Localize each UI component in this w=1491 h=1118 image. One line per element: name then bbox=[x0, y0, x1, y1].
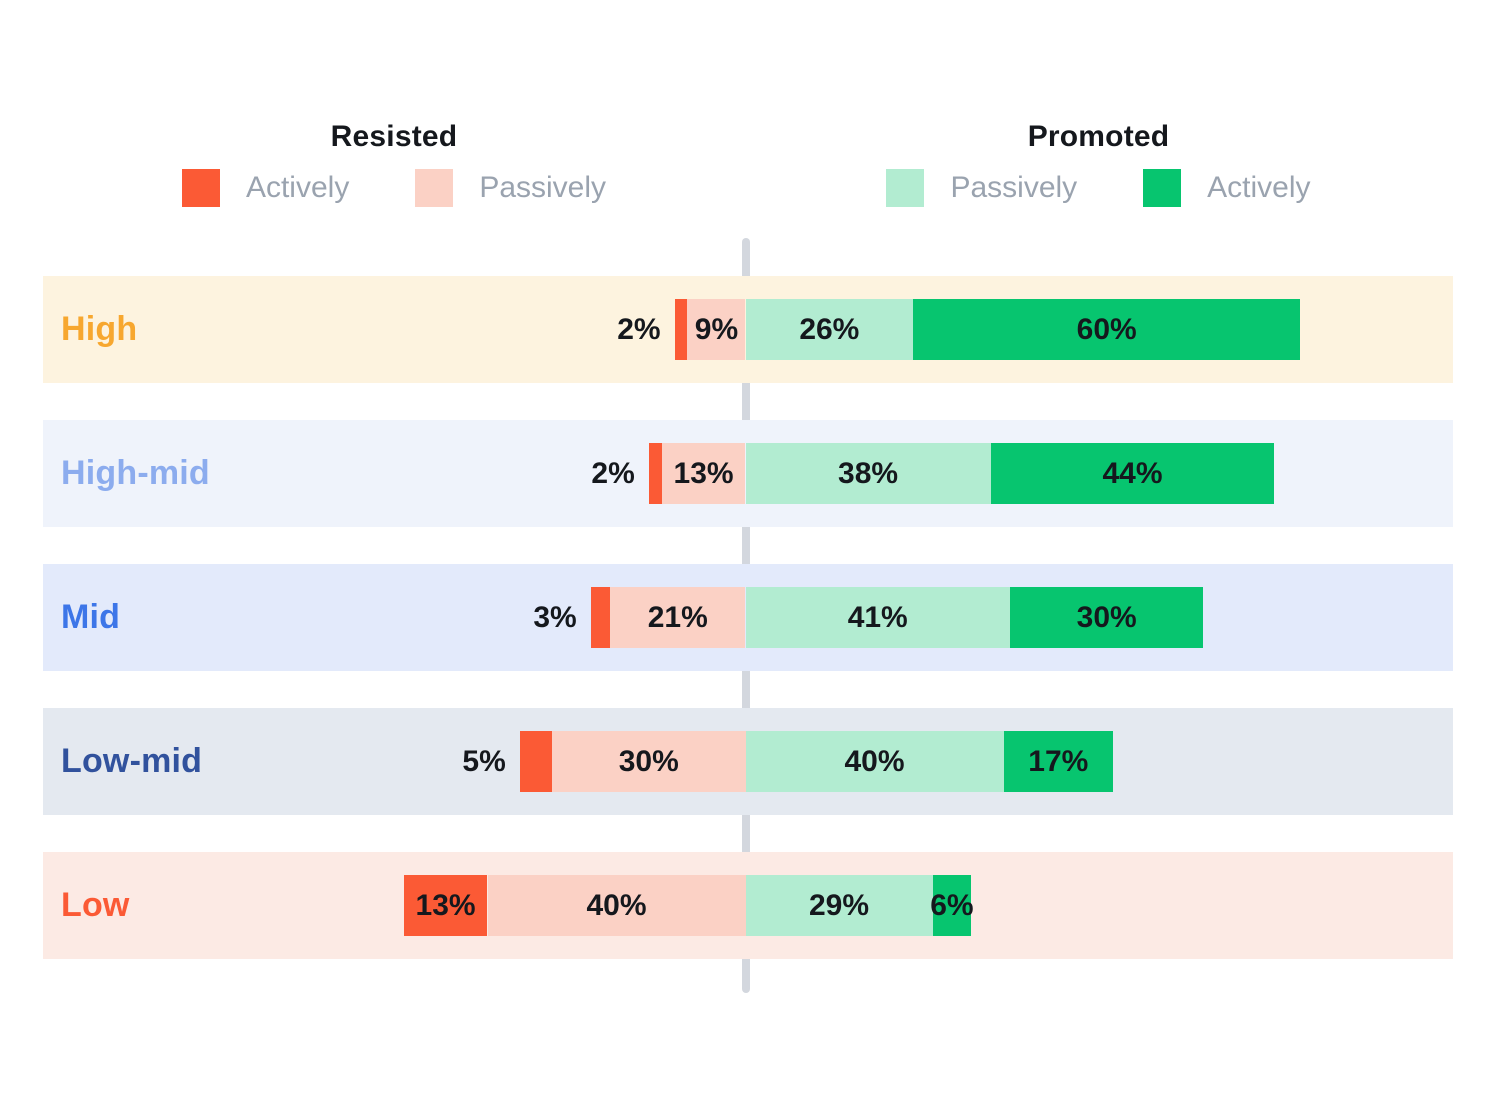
segment-passively-resisted: 13% bbox=[661, 443, 746, 504]
value-label-outside: 5% bbox=[462, 744, 506, 778]
swatch-passively-resisted bbox=[415, 169, 454, 207]
row-label: Mid bbox=[61, 598, 121, 636]
segment-actively-promoted: 6% bbox=[930, 875, 974, 936]
chart-row-high-mid: High-mid 2% 13% 38% 44% bbox=[43, 420, 1453, 527]
segment-actively-resisted bbox=[674, 299, 688, 360]
legend-items-promoted: Passively Actively bbox=[745, 169, 1452, 207]
legend-items-resisted: Actively Passively bbox=[43, 169, 745, 207]
legend-title-resisted: Resisted bbox=[330, 120, 458, 153]
value-label: 30% bbox=[1076, 600, 1137, 634]
row-label: Low bbox=[61, 886, 130, 924]
swatch-actively-promoted bbox=[1143, 169, 1182, 207]
legend-title-promoted: Promoted bbox=[1027, 120, 1170, 153]
segment-actively-promoted: 44% bbox=[990, 443, 1275, 504]
value-label: 6% bbox=[930, 888, 974, 922]
segment-actively-resisted bbox=[590, 587, 611, 648]
value-label: 60% bbox=[1076, 312, 1137, 346]
segment-passively-promoted: 38% bbox=[745, 443, 991, 504]
swatch-passively-promoted bbox=[886, 169, 925, 207]
value-label: 40% bbox=[844, 744, 905, 778]
value-label: 41% bbox=[847, 600, 908, 634]
chart-row-high: High 2% 9% 26% 60% bbox=[43, 276, 1453, 383]
value-label: 29% bbox=[809, 888, 870, 922]
value-label: 26% bbox=[799, 312, 860, 346]
segment-actively-promoted: 30% bbox=[1009, 587, 1204, 648]
value-label-outside: 2% bbox=[617, 312, 661, 346]
legend-promoted: Promoted Passively Actively bbox=[745, 120, 1452, 215]
value-label: 44% bbox=[1102, 456, 1163, 490]
segment-actively-promoted: 60% bbox=[913, 299, 1301, 360]
legend-item-passively-resisted: Passively bbox=[415, 169, 606, 207]
legend-label: Actively bbox=[1207, 171, 1311, 204]
segment-passively-promoted: 40% bbox=[745, 731, 1004, 792]
segment-passively-resisted: 40% bbox=[487, 875, 746, 936]
segment-actively-promoted: 17% bbox=[1003, 731, 1114, 792]
segment-passively-resisted: 21% bbox=[610, 587, 746, 648]
legend-item-actively-resisted: Actively bbox=[181, 169, 350, 207]
value-label: 38% bbox=[838, 456, 899, 490]
value-label-outside: 3% bbox=[533, 600, 577, 634]
value-label: 40% bbox=[586, 888, 647, 922]
legend-item-actively-promoted: Actively bbox=[1143, 169, 1311, 207]
chart-rows: High 2% 9% 26% 60% High-mid 2% 13% 38% 44% Mid 3% 21… bbox=[43, 276, 1453, 996]
legend-resisted: Resisted Actively Passively bbox=[43, 120, 745, 215]
segment-actively-resisted bbox=[648, 443, 662, 504]
value-label-outside: 2% bbox=[591, 456, 635, 490]
row-label: Low-mid bbox=[61, 742, 203, 780]
segment-actively-resisted bbox=[519, 731, 552, 792]
value-label: 17% bbox=[1028, 744, 1089, 778]
chart-row-low: Low 13% 40% 29% 6% bbox=[43, 852, 1453, 959]
legend-item-passively-promoted: Passively bbox=[886, 169, 1077, 207]
legend-label: Actively bbox=[245, 171, 350, 204]
segment-passively-promoted: 26% bbox=[745, 299, 914, 360]
segment-actively-resisted: 13% bbox=[403, 875, 488, 936]
value-label: 13% bbox=[673, 456, 734, 490]
value-label: 30% bbox=[618, 744, 679, 778]
chart-row-low-mid: Low-mid 5% 30% 40% 17% bbox=[43, 708, 1453, 815]
segment-passively-promoted: 41% bbox=[745, 587, 1010, 648]
legend-label: Passively bbox=[950, 171, 1078, 204]
value-label: 21% bbox=[647, 600, 708, 634]
value-label: 9% bbox=[694, 312, 739, 346]
segment-passively-resisted: 30% bbox=[552, 731, 746, 792]
chart-row-mid: Mid 3% 21% 41% 30% bbox=[43, 564, 1453, 671]
segment-passively-promoted: 29% bbox=[745, 875, 933, 936]
legend-label: Passively bbox=[479, 171, 607, 204]
row-label: High-mid bbox=[61, 454, 210, 492]
segment-passively-resisted: 9% bbox=[687, 299, 746, 360]
value-label: 13% bbox=[415, 888, 476, 922]
row-label: High bbox=[61, 310, 138, 348]
swatch-actively-resisted bbox=[181, 169, 220, 207]
